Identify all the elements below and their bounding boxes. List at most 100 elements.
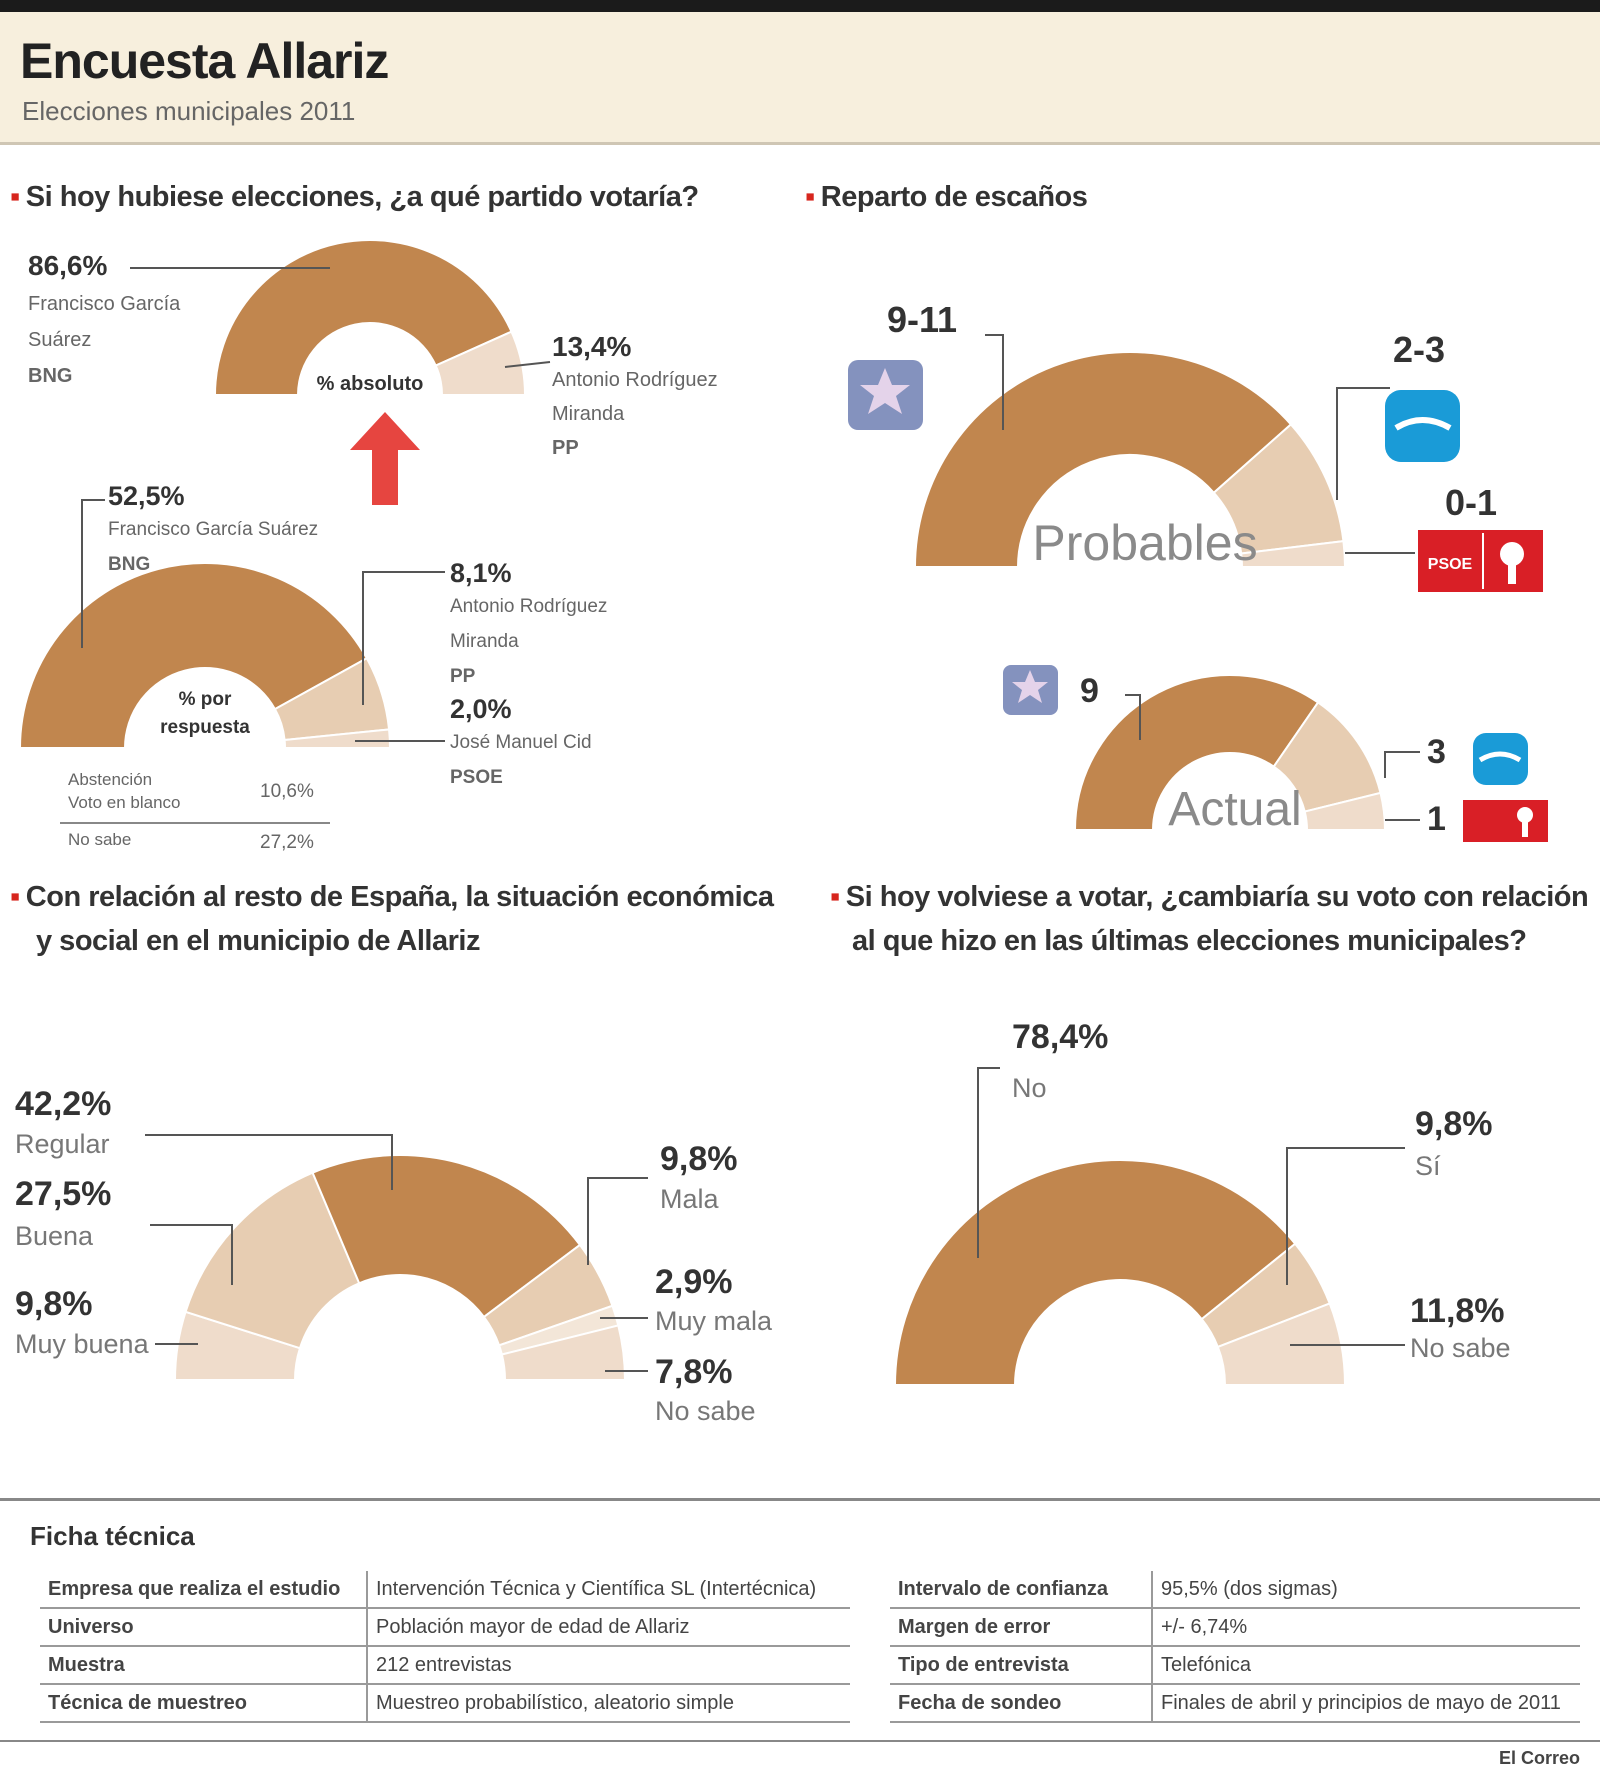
- chart-seats-current-center-label: Actual: [1168, 783, 1301, 836]
- leader-line: [1286, 1147, 1405, 1285]
- slice-label: No sabe: [1410, 1333, 1511, 1363]
- question-economy-line1: Con relación al resto de España, la situ…: [25, 881, 774, 913]
- credit-label: El Correo: [1498, 1748, 1580, 1768]
- slice-label: Antonio Rodríguez: [552, 369, 718, 391]
- technical-sheet-right-table: Intervalo de confianza 95,5% (dos sigmas)…: [890, 1571, 1580, 1723]
- leader-line: [362, 571, 445, 705]
- table-row: Tipo de entrevista Telefónica: [890, 1646, 1580, 1685]
- chart-seats-probable-slices: [913, 351, 1347, 568]
- question-vote: ▪ Si hoy hubiese elecciones, ¿a qué parti…: [10, 175, 699, 219]
- chart-seats-probable-center-label: Probables: [1032, 515, 1257, 571]
- table-key: Tipo de entrevista: [890, 1646, 1153, 1685]
- slice-label: PSOE: [450, 767, 503, 788]
- slice-label: Buena: [15, 1221, 94, 1251]
- seat-count-label: 9-11: [887, 299, 957, 340]
- header-band: Encuesta Allariz Elecciones municipales …: [0, 12, 1600, 145]
- chart-economy-slices: [173, 1154, 627, 1381]
- slice-label: Suárez: [28, 329, 91, 351]
- donut-slice-no-sabe: [500, 1324, 627, 1381]
- question-change-vote: ▪ Si hoy volviese a votar, ¿cambiaría su …: [830, 875, 1589, 963]
- table-key: Muestra: [40, 1646, 368, 1685]
- slice-value-label: 27,5%: [15, 1175, 111, 1213]
- slice-label: No: [1012, 1073, 1047, 1103]
- chart-economy: 42,2% Regular 27,5% Buena 9,8% Muy buena…: [15, 1085, 773, 1426]
- question-economy-line2: y social en el municipio de Allariz: [36, 925, 480, 957]
- slice-label: Antonio Rodríguez: [450, 596, 607, 617]
- question-change-line2: al que hizo en las últimas elecciones mu…: [852, 925, 1527, 957]
- other-label: No sabe: [68, 830, 131, 849]
- bottom-rule: [0, 1740, 1600, 1742]
- donut-slice-bng: [213, 239, 513, 396]
- technical-sheet-title: Ficha técnica: [30, 1521, 195, 1551]
- page-title: Encuesta Allariz: [20, 33, 389, 89]
- donut-slice-psoe: [1240, 539, 1347, 568]
- slice-label: Mala: [660, 1184, 720, 1214]
- bullet-icon: ▪: [10, 181, 20, 213]
- leader-line: [985, 334, 1004, 430]
- donut-slice-buena: [184, 1171, 361, 1350]
- seat-count-label: 2-3: [1393, 329, 1445, 370]
- table-row: Muestra 212 entrevistas: [40, 1646, 850, 1685]
- slice-label: Muy mala: [655, 1306, 773, 1336]
- table-value: Finales de abril y principios de mayo de…: [1152, 1684, 1580, 1723]
- leader-line: [1384, 751, 1420, 778]
- bng-logo: [848, 360, 923, 430]
- question-vote-text: Si hoy hubiese elecciones, ¿a qué partid…: [25, 181, 699, 213]
- slice-value-label: 13,4%: [552, 331, 631, 362]
- slice-value-label: 2,9%: [655, 1263, 733, 1301]
- chart-absolute: % absoluto 86,6% Francisco García Suárez…: [28, 239, 718, 505]
- slice-value-label: 2,0%: [450, 694, 512, 724]
- pp-logo: [1473, 733, 1528, 785]
- donut-slice-bng: [1073, 674, 1320, 831]
- slice-label: Miranda: [450, 631, 519, 652]
- donut-slice-psoe: [1303, 791, 1387, 831]
- leader-line: [504, 361, 551, 368]
- other-value: 27,2%: [260, 832, 314, 853]
- top-rule: [0, 0, 1600, 12]
- donut-slice-pp: [434, 330, 527, 396]
- slice-label: José Manuel Cid: [450, 732, 592, 753]
- table-value: 212 entrevistas: [367, 1646, 850, 1685]
- leader-line: [977, 1067, 1000, 1258]
- slice-value-label: 8,1%: [450, 558, 512, 588]
- table-key: Intervalo de confianza: [890, 1571, 1153, 1609]
- chart-seats-current: Actual 9 3 1: [1003, 665, 1548, 842]
- table-row: Técnica de muestreo Muestreo probabilísti…: [40, 1684, 850, 1723]
- donut-slice-no-sabe: [1216, 1302, 1347, 1386]
- other-label: Voto en blanco: [68, 793, 180, 812]
- seat-count-label: 9: [1080, 672, 1099, 710]
- seat-count-label: 0-1: [1445, 482, 1497, 523]
- slice-label: Miranda: [552, 403, 625, 425]
- table-row: Fecha de sondeo Finales de abril y princi…: [890, 1684, 1580, 1723]
- chart-change-vote-slices: [893, 1159, 1347, 1386]
- chart-by-response-slices: [18, 562, 392, 749]
- psoe-logo: PSOE: [1418, 530, 1543, 592]
- chart-by-response-center-label: % por: [179, 689, 232, 710]
- bng-logo: [1003, 665, 1058, 715]
- slice-label: Francisco García Suárez: [108, 519, 318, 540]
- chart-by-response-center-label: respuesta: [160, 717, 250, 738]
- chart-by-response: % por respuesta 52,5% Francisco García S…: [18, 481, 607, 853]
- leader-line: [587, 1177, 648, 1265]
- chart-seats-probable: Probables 9-11 2-3 0-1 PSOE: [848, 299, 1543, 592]
- slice-label: BNG: [28, 365, 72, 387]
- donut-slice-regular: [311, 1154, 582, 1319]
- question-change-line1: Si hoy volviese a votar, ¿cambiaría su v…: [845, 881, 1589, 913]
- chart-absolute-slices: [213, 239, 527, 396]
- chart-absolute-center-label: % absoluto: [317, 373, 424, 395]
- table-row: Universo Población mayor de edad de Allar…: [40, 1608, 850, 1647]
- table-value: 95,5% (dos sigmas): [1152, 1571, 1580, 1609]
- donut-slice-bng: [913, 351, 1293, 568]
- slice-value-label: 78,4%: [1012, 1018, 1108, 1056]
- slice-value-label: 52,5%: [108, 481, 185, 511]
- slice-value-label: 9,8%: [15, 1285, 93, 1323]
- technical-sheet: Ficha técnica Empresa que realiza el est…: [0, 1498, 1600, 1723]
- leader-line: [1336, 387, 1390, 500]
- red-arrow-icon: [350, 412, 420, 505]
- table-key: Fecha de sondeo: [890, 1684, 1153, 1723]
- slice-label: PP: [552, 437, 579, 459]
- slice-label: No sabe: [655, 1396, 756, 1426]
- question-seats-text: Reparto de escaños: [820, 181, 1088, 213]
- page-subtitle: Elecciones municipales 2011: [22, 96, 356, 126]
- slice-value-label: 9,8%: [660, 1140, 738, 1178]
